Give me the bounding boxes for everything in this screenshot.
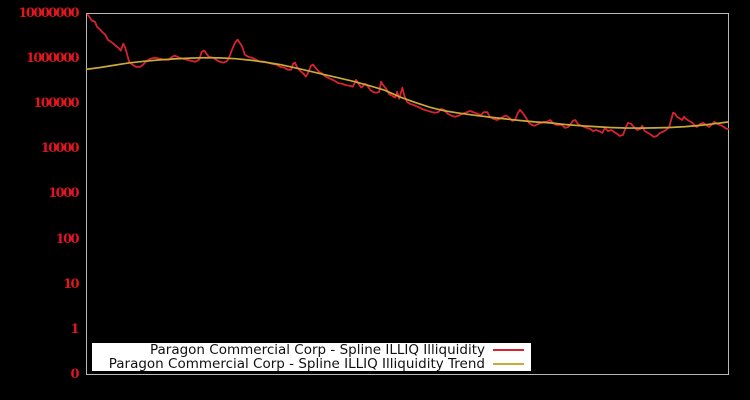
- y-axis-tick-label: 100000: [33, 95, 79, 111]
- legend-item: Paragon Commercial Corp - Spline ILLIQ I…: [92, 343, 531, 357]
- y-axis-tick-label: 1000000: [25, 50, 80, 66]
- y-axis: 10000000 1000000 100000 10000 1000 100 10 1 0: [0, 0, 80, 400]
- illiquidity-trend-line: [85, 56, 730, 129]
- legend-label-illiquidity-trend: Paragon Commercial Corp - Spline ILLIQ I…: [108, 356, 485, 372]
- legend-label-illiquidity: Paragon Commercial Corp - Spline ILLIQ I…: [149, 342, 485, 358]
- y-axis-tick-label: 100: [55, 231, 80, 247]
- y-axis-tick-label: 1000: [48, 186, 79, 202]
- legend-line-swatch-illiquidity: [493, 349, 524, 351]
- legend-line-swatch-illiquidity-trend: [493, 363, 524, 365]
- y-axis-tick-label: 1: [70, 321, 80, 337]
- y-axis-tick-label: 10000: [40, 141, 80, 157]
- y-axis-tick-label: 10: [63, 276, 80, 292]
- y-axis-tick-label: 10000000: [18, 5, 79, 21]
- illiquidity-series-line: [86, 13, 729, 138]
- chart-legend: Paragon Commercial Corp - Spline ILLIQ I…: [92, 343, 531, 371]
- legend-item: Paragon Commercial Corp - Spline ILLIQ I…: [92, 357, 531, 371]
- y-axis-tick-label: 0: [70, 367, 80, 383]
- plot-frame: [86, 13, 729, 375]
